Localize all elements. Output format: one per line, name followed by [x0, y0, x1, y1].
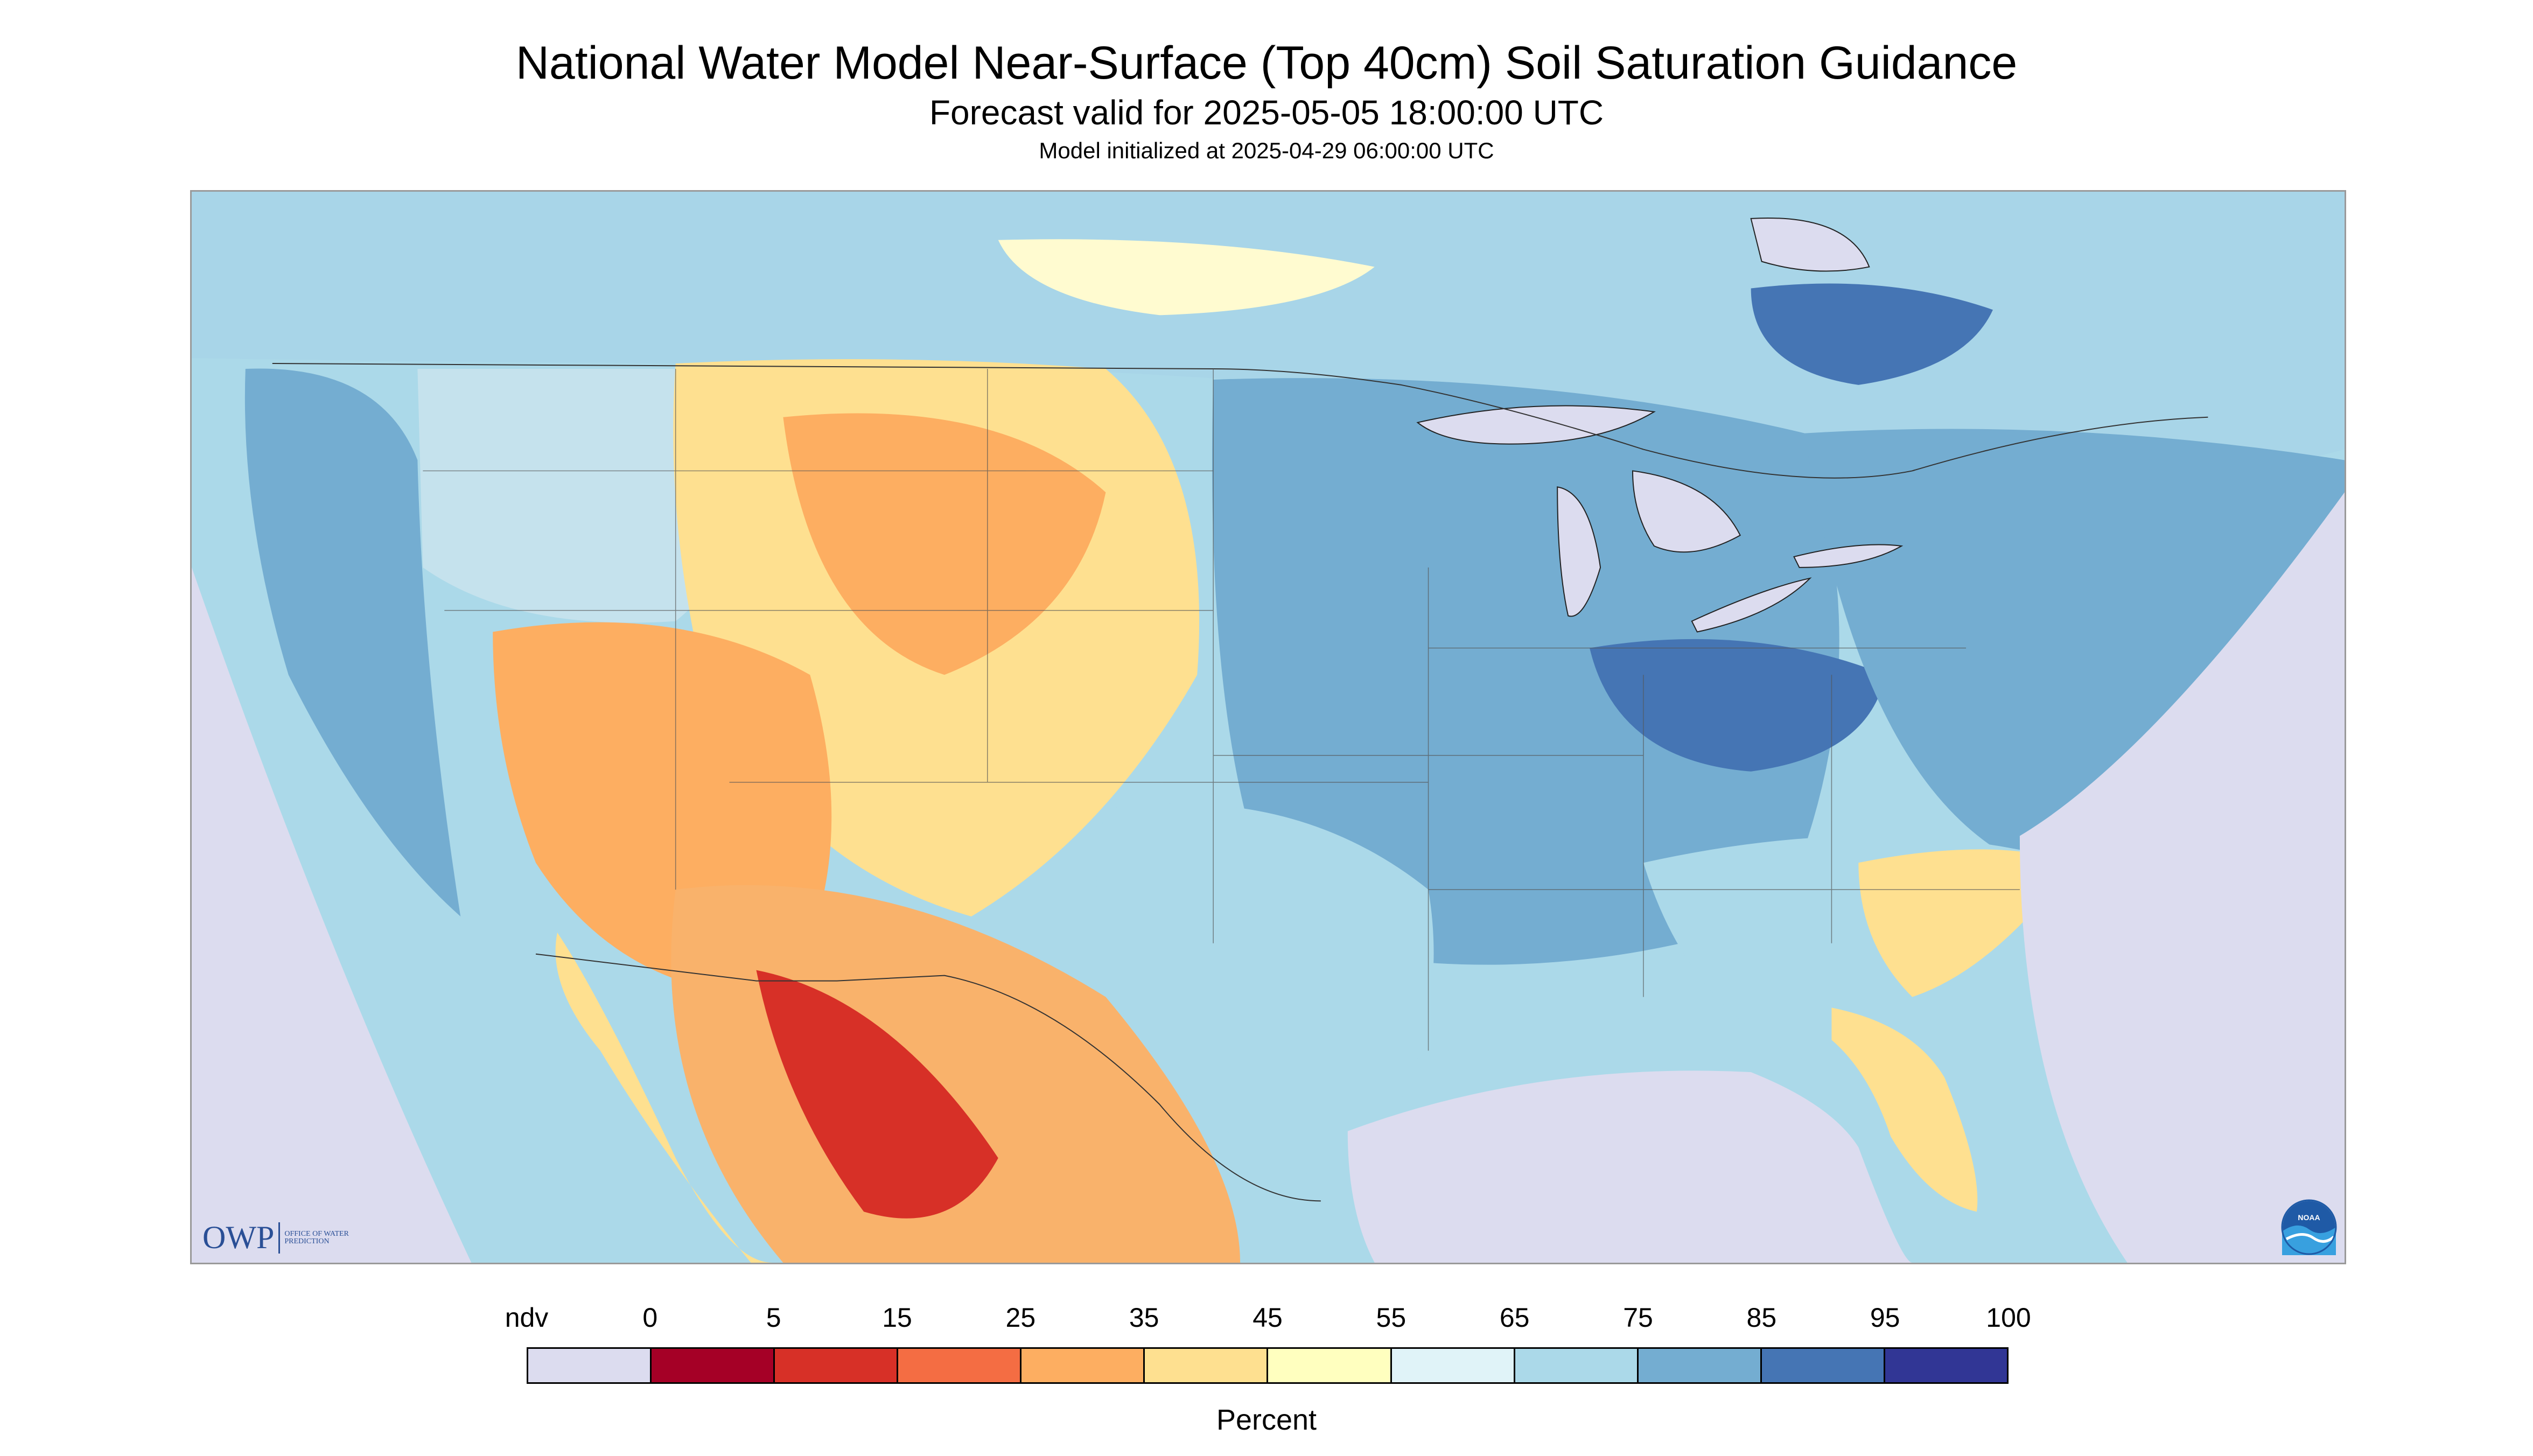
- region-high-plains-core: [783, 413, 1106, 675]
- legend-swatch: [1760, 1349, 1884, 1382]
- legend-tick-label: 100: [1986, 1303, 2031, 1333]
- legend-tick-label: 65: [1499, 1303, 1530, 1333]
- legend-swatch: [1636, 1349, 1760, 1382]
- forecast-valid-subtitle: Forecast valid for 2025-05-05 18:00:00 U…: [929, 93, 1604, 132]
- legend-swatch: [1513, 1349, 1637, 1382]
- legend-tick-label: 75: [1623, 1303, 1653, 1333]
- noaa-logo-text: NOAA: [2298, 1213, 2320, 1222]
- region-texas: [1096, 803, 1434, 1185]
- legend-swatch: [1266, 1349, 1390, 1382]
- legend-swatch: [1020, 1349, 1144, 1382]
- owp-logo-divider: [278, 1222, 281, 1254]
- owp-logo-text: OWP: [202, 1220, 275, 1255]
- atlantic-projection-edge: [2170, 492, 2345, 1263]
- legend-tick-label: 85: [1746, 1303, 1777, 1333]
- lake-erie: [1691, 577, 1812, 633]
- legend-tick-label: 0: [642, 1303, 658, 1333]
- state-boundaries: [423, 369, 2020, 1051]
- lake-ontario: [1793, 544, 1904, 568]
- lake-huron: [1632, 470, 1741, 553]
- legend-swatch: [1883, 1349, 2007, 1382]
- legend-tick-label: ndv: [505, 1303, 549, 1333]
- legend-tick-label: 55: [1376, 1303, 1407, 1333]
- hudson-bay: [1750, 218, 1870, 272]
- legend-colorbar: [527, 1347, 2009, 1384]
- model-init-line: Model initialized at 2025-04-29 06:00:00…: [1039, 138, 1494, 163]
- legend-tick-label: 95: [1870, 1303, 1900, 1333]
- legend-tick-label: 5: [766, 1303, 781, 1333]
- region-desert-southwest: [671, 885, 1241, 1263]
- map-title: National Water Model Near-Surface (Top 4…: [515, 37, 2018, 89]
- soil-saturation-map: OWP Office of Water Prediction NOAA: [190, 190, 2346, 1264]
- noaa-logo-icon: [2281, 1199, 2337, 1255]
- region-canada-yellow-patch: [998, 239, 1375, 316]
- legend-tick-label: 35: [1129, 1303, 1159, 1333]
- legend-swatch: [1390, 1349, 1514, 1382]
- legend-swatch: [528, 1349, 650, 1382]
- region-ohio-valley: [1590, 639, 1886, 772]
- us-canada-border: [272, 363, 2208, 479]
- legend-swatch: [650, 1349, 774, 1382]
- region-northeast: [1804, 429, 2345, 863]
- region-canada-wet-patch: [1751, 283, 1993, 385]
- gulf-of-mexico: [1347, 1070, 1913, 1263]
- region-baja: [555, 932, 773, 1263]
- region-florida: [1831, 1007, 1978, 1212]
- owp-logo-subtitle: Office of Water Prediction: [284, 1229, 349, 1245]
- legend-unit-label: Percent: [1216, 1404, 1317, 1436]
- legend-tick-label: 15: [882, 1303, 912, 1333]
- region-west-coast: [244, 368, 461, 916]
- legend-tick-label: 25: [1005, 1303, 1036, 1333]
- region-carolinas-dry: [1858, 849, 2074, 997]
- legend-swatch: [773, 1349, 897, 1382]
- owp-logo: OWP Office of Water Prediction: [202, 1219, 349, 1256]
- pacific-projection-edge: [192, 567, 472, 1263]
- legend-swatch: [897, 1349, 1020, 1382]
- region-northern-mexico: [756, 970, 998, 1219]
- legend-tick-label: 45: [1252, 1303, 1283, 1333]
- map-canvas: [192, 192, 2345, 1263]
- us-mexico-border: [535, 953, 1321, 1202]
- lake-michigan: [1557, 486, 1601, 617]
- legend-swatch: [1143, 1349, 1267, 1382]
